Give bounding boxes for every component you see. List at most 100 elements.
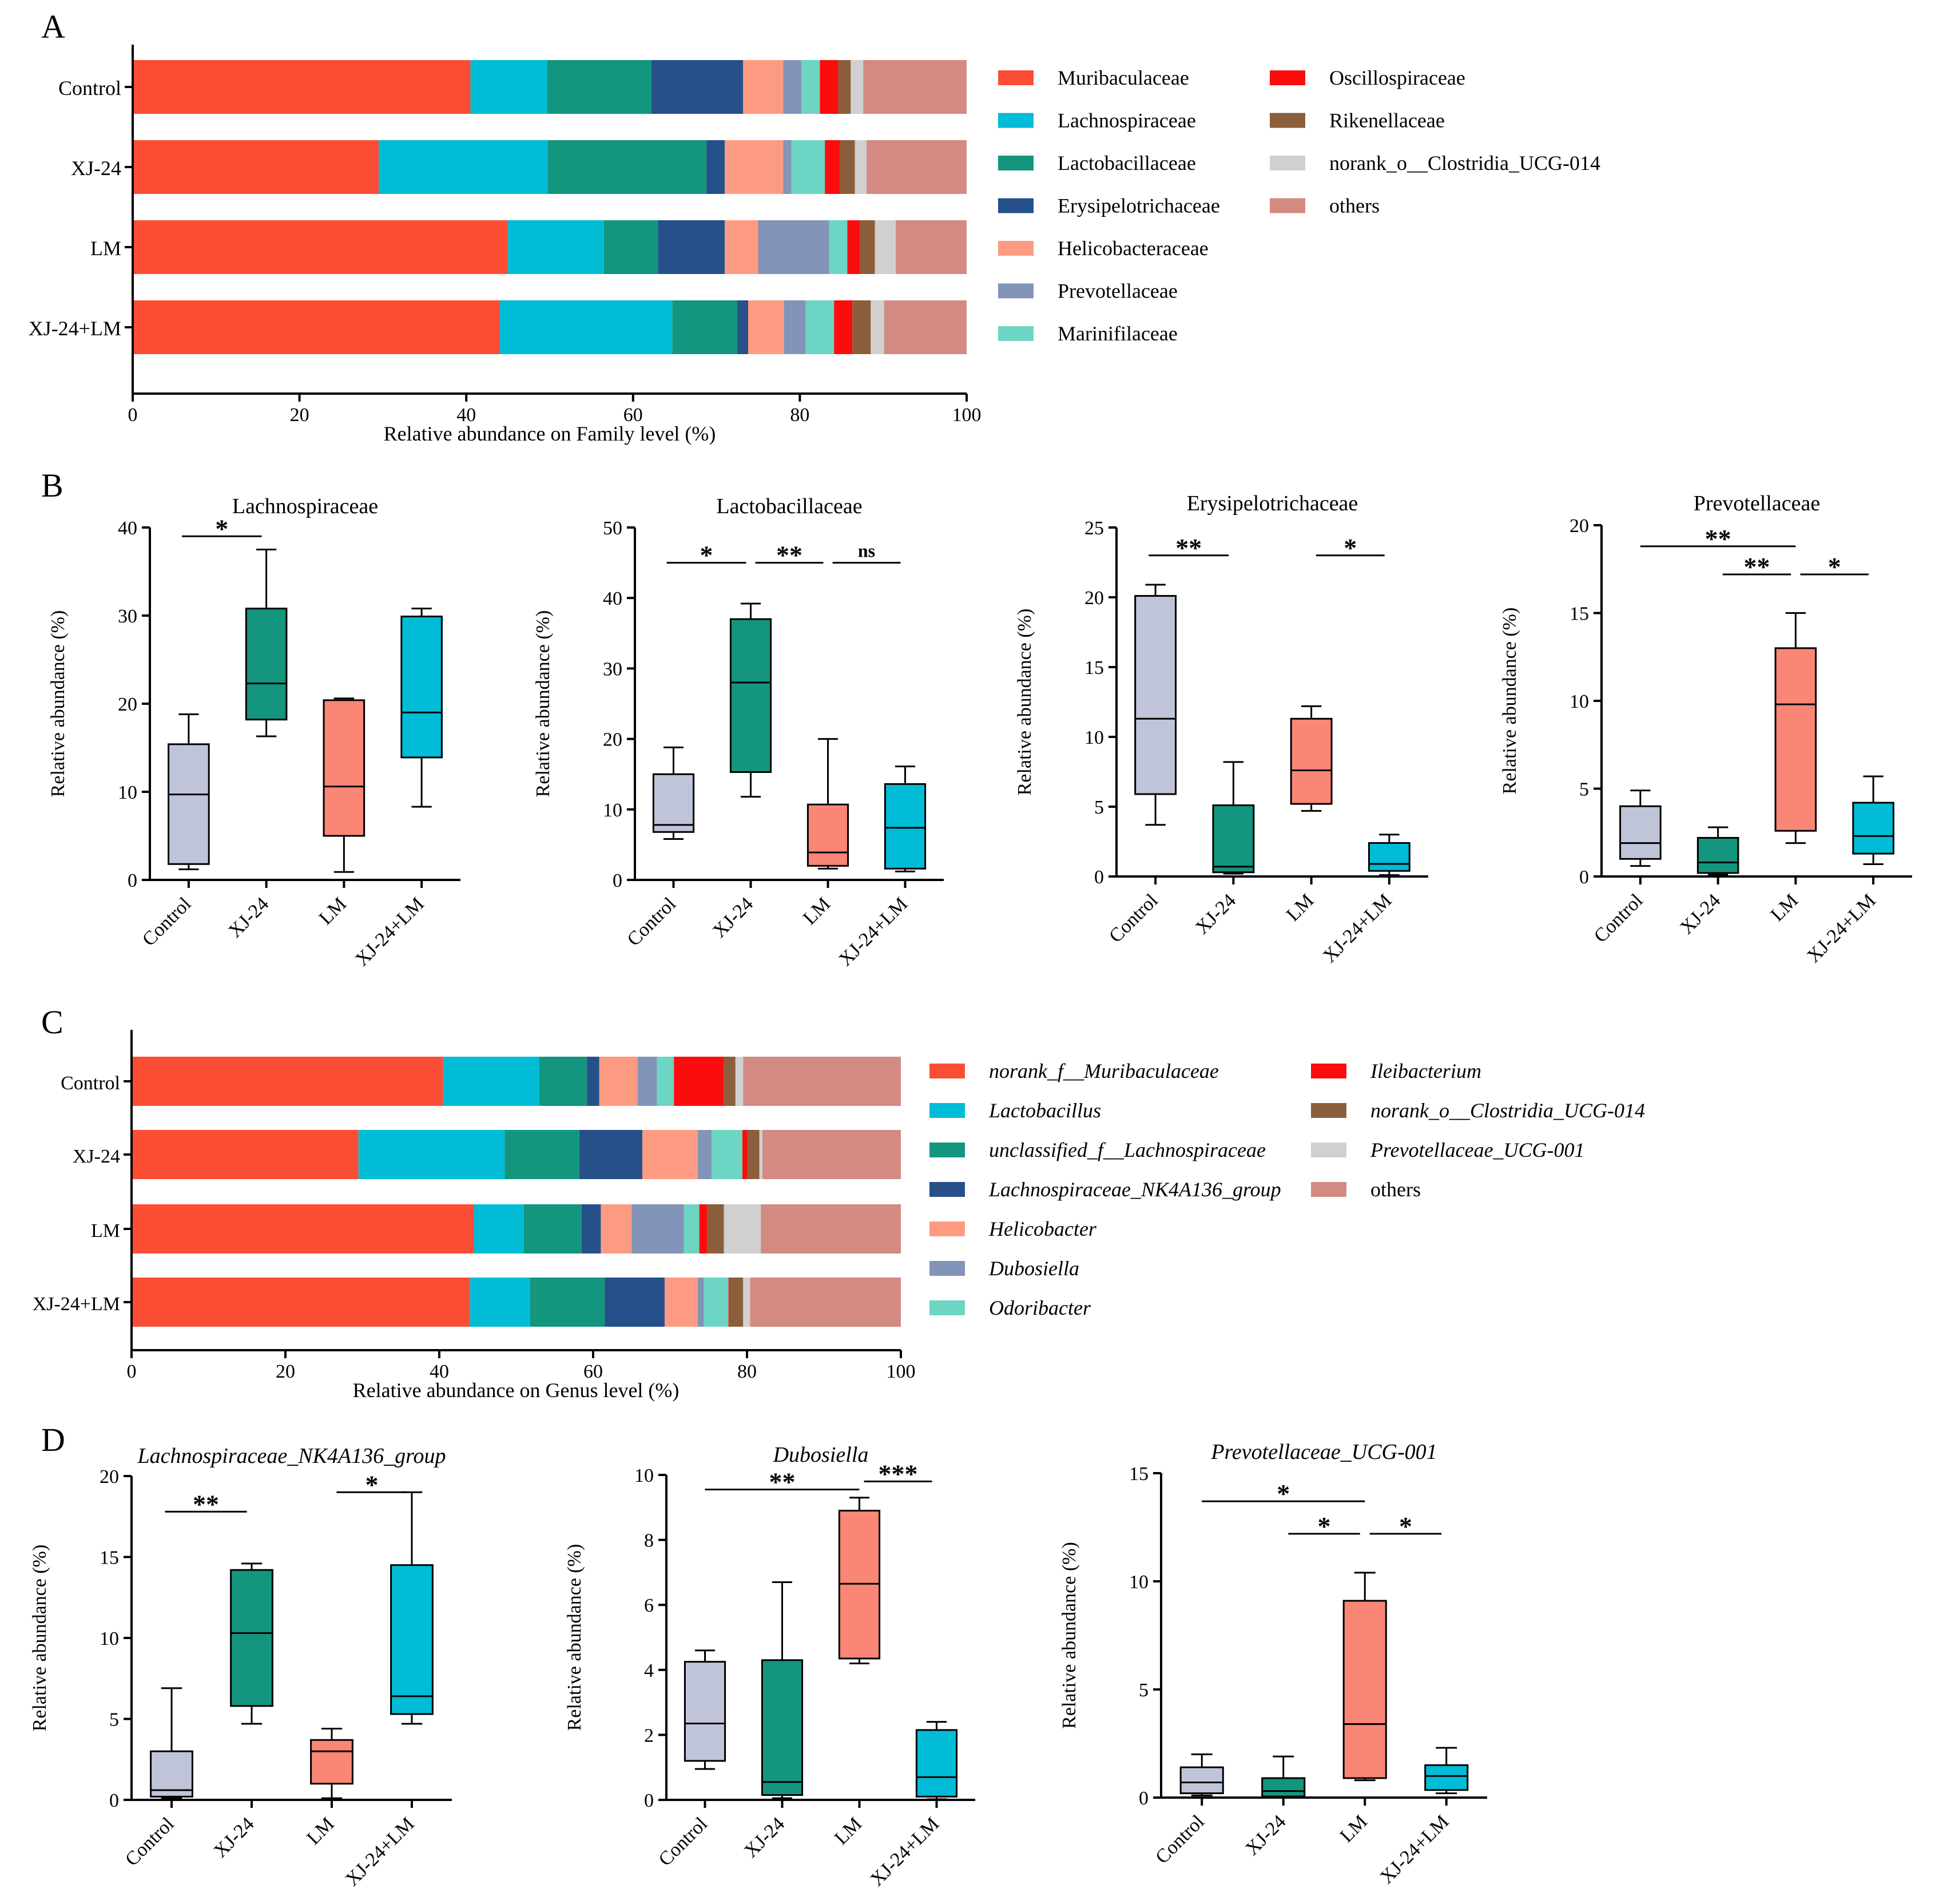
category-label: XJ-24 xyxy=(210,1813,259,1862)
significance-label: * xyxy=(1318,1512,1331,1541)
box xyxy=(168,743,210,865)
bar-segment xyxy=(759,1130,762,1179)
category-label: XJ-24 xyxy=(709,893,757,942)
bar-segment xyxy=(499,300,673,354)
bar-segment xyxy=(750,1278,901,1327)
legend-swatch xyxy=(998,113,1034,128)
box xyxy=(1290,717,1333,805)
legend-swatch xyxy=(998,198,1034,213)
panel-label: B xyxy=(41,467,63,504)
bar-segment xyxy=(748,300,784,354)
box xyxy=(245,608,288,721)
significance-label: * xyxy=(1399,1512,1412,1541)
category-label: XJ-24+LM xyxy=(341,1813,419,1890)
category-label: XJ-24+LM xyxy=(29,317,121,340)
bar-segment xyxy=(860,220,875,274)
y-axis-title: Relative abundance (%) xyxy=(47,610,69,798)
legend-swatch xyxy=(1311,1064,1346,1078)
legend-label: Prevotellaceae_UCG-001 xyxy=(1370,1139,1585,1161)
box xyxy=(1261,1777,1306,1798)
category-label: LM xyxy=(1767,890,1802,925)
y-tick-label: 20 xyxy=(1569,515,1589,537)
bar-segment xyxy=(840,140,855,194)
x-tick-label: 80 xyxy=(737,1361,757,1382)
category-label: Control xyxy=(1590,890,1647,947)
y-tick-label: 0 xyxy=(1579,867,1589,888)
bar-segment xyxy=(847,220,860,274)
category-label: LM xyxy=(91,1220,120,1241)
bar-segment xyxy=(743,1057,901,1106)
x-tick-label: 0 xyxy=(128,404,138,426)
significance-label: ** xyxy=(1744,552,1770,581)
bar-segment xyxy=(470,1278,530,1327)
bar-segment xyxy=(758,220,829,274)
bar-segment xyxy=(697,1278,704,1327)
bar-segment xyxy=(825,140,840,194)
y-axis-title: Relative abundance (%) xyxy=(1059,1542,1080,1729)
bar-segment xyxy=(523,1204,582,1254)
bar-segment xyxy=(579,1130,643,1179)
category-label: XJ-24+LM xyxy=(1319,890,1396,967)
x-axis-title: Relative abundance on Genus level (%) xyxy=(353,1379,680,1402)
chart-title: Lactobacillaceae xyxy=(716,494,862,518)
significance-label: ** xyxy=(776,541,802,570)
bar-segment xyxy=(657,1057,674,1106)
legend-swatch xyxy=(929,1143,965,1157)
legend-label: Muribaculaceae xyxy=(1058,66,1189,89)
legend-label: Prevotellaceae xyxy=(1058,280,1178,303)
bar-segment xyxy=(834,300,853,354)
box xyxy=(150,1750,193,1798)
bar-segment xyxy=(801,60,820,114)
y-tick-label: 5 xyxy=(1579,779,1589,800)
legend-label: norank_o__Clostridia_UCG-014 xyxy=(1370,1099,1645,1122)
bar-segment xyxy=(791,140,825,194)
y-axis-title: Relative abundance (%) xyxy=(533,610,554,798)
significance-label: ns xyxy=(858,541,875,561)
x-tick-label: 100 xyxy=(887,1361,916,1382)
chart-title: Prevotellaceae_UCG-001 xyxy=(1210,1440,1437,1464)
bar-segment xyxy=(508,220,604,274)
legend-swatch xyxy=(1311,1182,1346,1197)
panel-C: C Control XJ-24 LM XJ-24+LM 0 20 40 60 80 100 Relat… xyxy=(33,1003,1645,1402)
bar-segment xyxy=(761,1204,901,1254)
category-label: LM xyxy=(303,1813,338,1849)
legend-label: Lachnospiraceae xyxy=(1058,109,1196,132)
panel-B3: Erysipelotrichaceae 0 5 10 15 20 25 Relative ab… xyxy=(1014,491,1428,967)
category-label: LM xyxy=(799,893,835,929)
y-tick-label: 50 xyxy=(603,518,622,539)
y-tick-label: 10 xyxy=(1569,691,1589,712)
box xyxy=(1696,836,1739,874)
legend-swatch xyxy=(929,1300,965,1315)
box xyxy=(1342,1600,1387,1779)
y-tick-label: 0 xyxy=(128,870,137,891)
bar-segment xyxy=(443,1057,539,1106)
category-label: XJ-24 xyxy=(1191,890,1240,938)
legend-label: Marinifilaceae xyxy=(1058,322,1178,345)
bar-segment xyxy=(884,300,967,354)
bar-segment xyxy=(547,60,651,114)
y-tick-label: 10 xyxy=(100,1628,119,1649)
bar-segment xyxy=(132,1204,474,1254)
legend-label: Erysipelotrichaceae xyxy=(1058,195,1220,217)
category-label: XJ-24 xyxy=(71,157,121,180)
y-tick-label: 0 xyxy=(109,1790,119,1811)
category-label: XJ-24 xyxy=(1676,890,1725,938)
panel-B1: B Lachnospiraceae 0 10 20 30 40 Relative abunda… xyxy=(41,467,460,970)
bar-segment xyxy=(724,1204,761,1254)
bar-segment xyxy=(725,220,758,274)
bar-segment xyxy=(474,1204,524,1254)
legend-swatch xyxy=(1311,1143,1346,1157)
bar-segment xyxy=(581,1204,601,1254)
x-tick-label: 0 xyxy=(127,1361,137,1382)
x-tick-label: 80 xyxy=(790,404,809,426)
bar-segment xyxy=(783,140,792,194)
legend-swatch xyxy=(1270,198,1305,213)
legend-label: norank_f__Muribaculaceae xyxy=(989,1060,1219,1082)
y-tick-label: 10 xyxy=(118,782,137,803)
y-tick-label: 40 xyxy=(118,518,137,539)
legend-label: unclassified_f__Lachnospiraceae xyxy=(989,1139,1266,1161)
x-tick-label: 40 xyxy=(430,1361,449,1382)
legend-swatch xyxy=(998,326,1034,341)
bar-segment xyxy=(742,1130,747,1179)
y-tick-label: 30 xyxy=(603,659,622,680)
